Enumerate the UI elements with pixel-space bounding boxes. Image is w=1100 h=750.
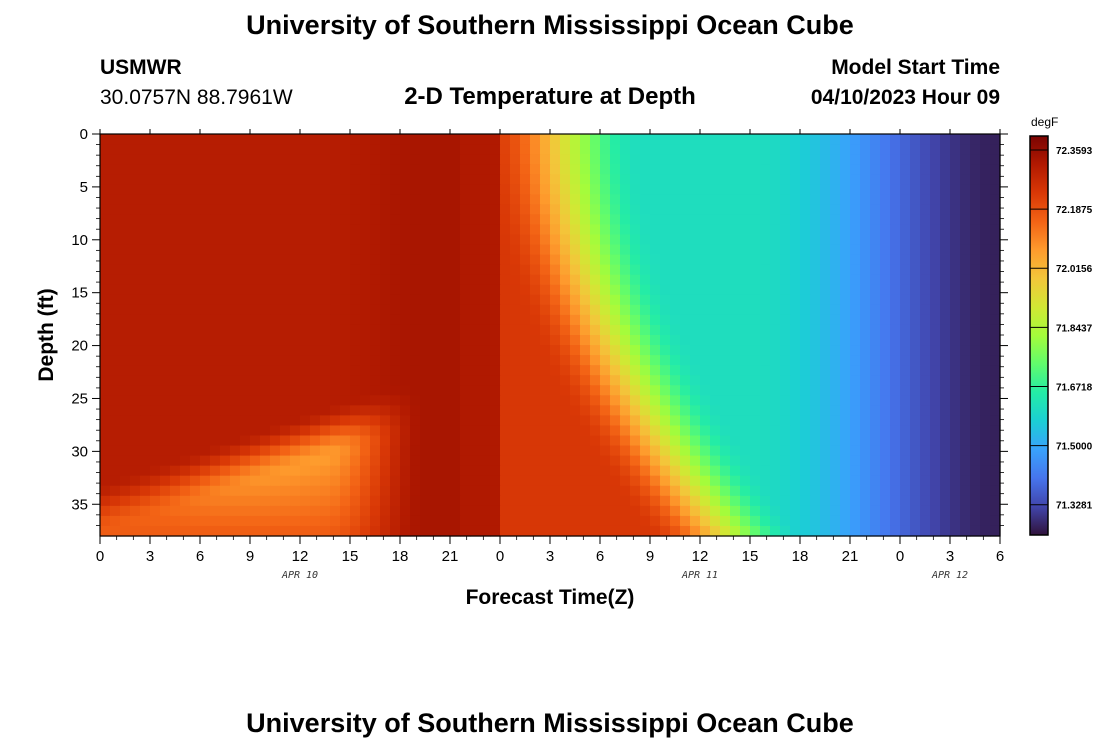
y-tick-label: 10 (71, 232, 88, 249)
x-tick-label: 21 (442, 548, 459, 565)
y-tick-label: 15 (71, 285, 88, 302)
x-tick-label: 6 (996, 548, 1004, 565)
x-tick-label: 9 (246, 548, 254, 565)
y-tick-label: 5 (80, 179, 88, 196)
x-tick-label: 12 (692, 548, 709, 565)
y-axis: 0 5 10 15 20 25 30 35 (71, 126, 1008, 526)
x-axis-label: Forecast Time(Z) (466, 586, 635, 609)
x-tick-label: 18 (792, 548, 809, 565)
y-tick-label: 30 (71, 443, 88, 460)
colorbar-tick-label: 72.3593 (1056, 146, 1093, 157)
colorbar-tick-label: 71.6718 (1056, 382, 1093, 393)
colorbar: degF 72.3593 72.1875 72.0156 71.8437 71.6718… (1029, 115, 1093, 536)
station-id: USMWR (100, 56, 182, 79)
x-tick-label: 12 (292, 548, 309, 565)
y-tick-label: 0 (80, 126, 88, 143)
colorbar-tick-label: 71.3281 (1056, 501, 1093, 512)
colorbar-tick-label: 72.1875 (1056, 205, 1093, 216)
y-tick-label: 25 (71, 390, 88, 407)
x-tick-label: 3 (546, 548, 554, 565)
model-start-value: 04/10/2023 Hour 09 (810, 86, 1000, 109)
y-tick-label: 20 (71, 338, 88, 355)
x-tick-label: 21 (842, 548, 859, 565)
x-tick-label: 0 (96, 548, 104, 565)
colorbar-tick-label: 72.0156 (1056, 264, 1093, 275)
model-start-label: Model Start Time (831, 56, 1000, 79)
date-label: APR 11 (681, 570, 718, 581)
y-axis-label: Depth (ft) (35, 288, 58, 381)
colorbar-gradient (1029, 135, 1049, 536)
heatmap-cells (100, 134, 1001, 537)
x-axis: 0 3 6 9 12 15 18 21 0 3 6 9 12 15 18 21 0 3 6 APR 10 APR 11 A… (96, 129, 1004, 581)
y-tick-label: 35 (71, 496, 88, 513)
second-panel-title: University of Southern Mississippi Ocean… (246, 708, 854, 738)
x-tick-label: 15 (742, 548, 759, 565)
colorbar-tick-label: 71.5000 (1056, 442, 1093, 453)
x-tick-label: 6 (196, 548, 204, 565)
colorbar-tick-label: 71.8437 (1056, 323, 1093, 334)
x-tick-label: 9 (646, 548, 654, 565)
x-tick-label: 0 (896, 548, 904, 565)
x-tick-label: 0 (496, 548, 504, 565)
colorbar-unit: degF (1031, 115, 1058, 129)
x-tick-label: 3 (146, 548, 154, 565)
page-title: University of Southern Mississippi Ocean… (246, 10, 854, 40)
date-label: APR 12 (931, 570, 968, 581)
x-tick-label: 15 (342, 548, 359, 565)
chart-title: 2-D Temperature at Depth (404, 83, 696, 110)
x-tick-label: 18 (392, 548, 409, 565)
station-coordinates: 30.0757N 88.7961W (100, 86, 293, 109)
date-label: APR 10 (281, 570, 318, 581)
x-tick-label: 3 (946, 548, 954, 565)
x-tick-label: 6 (596, 548, 604, 565)
